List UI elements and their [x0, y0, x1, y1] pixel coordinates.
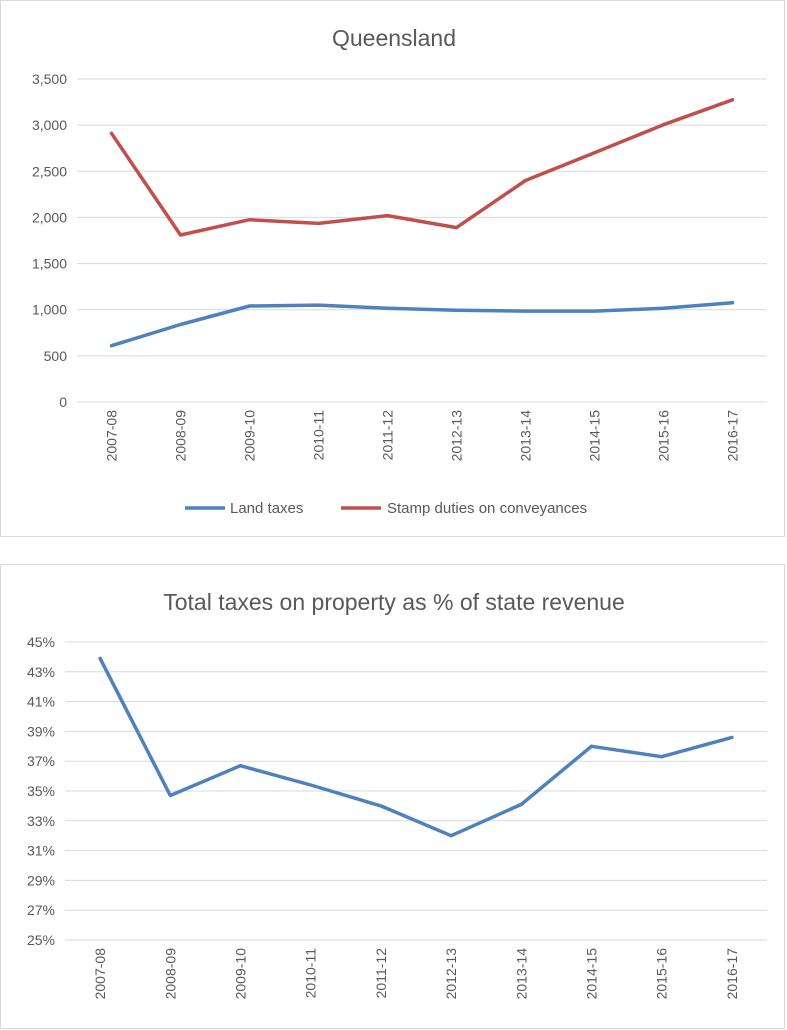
queensland-chart: Queensland 0 500 1,000 1,500 2,000 2,500 3,000…: [32, 25, 767, 517]
data-point: [248, 218, 251, 222]
data-point: [179, 233, 182, 237]
data-point: [662, 123, 665, 127]
y-tick-label: 3,000: [32, 117, 67, 133]
series-line-total-taxes-on-property: [98, 656, 734, 838]
data-point: [98, 656, 102, 660]
x-tick-label: 2013-14: [513, 948, 529, 1000]
x-tick-label: 2010-11: [303, 948, 319, 999]
x-tick-label: 2010-11: [311, 410, 327, 461]
x-tick-label: 2007-08: [92, 948, 108, 1000]
y-tick-label: 41%: [27, 694, 55, 710]
data-point: [524, 179, 527, 183]
data-point: [449, 834, 453, 838]
data-point: [593, 151, 596, 155]
chart-title: Queensland: [332, 25, 456, 51]
x-tick-label: 2016-17: [725, 410, 741, 462]
data-point: [386, 214, 389, 218]
queensland-chart-panel: Queensland 0 500 1,000 1,500 2,000 2,500 3,000…: [0, 0, 785, 537]
data-point: [731, 98, 734, 102]
data-point: [309, 783, 313, 787]
series-line-stamp-duties-on-conveyances: [109, 98, 735, 237]
data-point: [379, 804, 383, 808]
x-tick-label: 2015-16: [656, 410, 672, 462]
x-tick-label: 2012-13: [443, 948, 459, 1000]
legend-label-land-taxes: Land taxes: [230, 500, 303, 517]
y-tick-label: 45%: [27, 634, 55, 650]
x-tick-label: 2014-15: [587, 410, 603, 462]
property-tax-share-chart-panel: Total taxes on property as % of state re…: [0, 564, 785, 1029]
data-point: [730, 735, 734, 739]
x-tick-label: 2016-17: [724, 948, 740, 1000]
data-point: [662, 306, 665, 310]
y-tick-label: 27%: [27, 902, 55, 918]
data-point: [317, 303, 320, 307]
data-point: [110, 344, 113, 348]
x-tick-label: 2007-08: [104, 410, 120, 462]
y-tick-label: 39%: [27, 723, 55, 739]
data-point: [455, 226, 458, 230]
y-tick-label: 29%: [27, 872, 55, 888]
y-tick-label: 33%: [27, 813, 55, 829]
y-tick-label: 0: [59, 394, 67, 410]
y-tick-label: 25%: [27, 932, 55, 948]
y-tick-label: 37%: [27, 753, 55, 769]
y-tick-label: 35%: [27, 783, 55, 799]
x-tick-label: 2009-10: [233, 948, 249, 1000]
y-tick-label: 1,500: [32, 256, 67, 272]
data-point: [386, 306, 389, 310]
data-point: [590, 744, 593, 748]
y-tick-label: 31%: [27, 843, 55, 859]
data-point: [248, 304, 251, 308]
data-point: [519, 802, 523, 806]
data-point: [179, 322, 182, 326]
data-point: [731, 301, 734, 305]
x-tick-label: 2014-15: [584, 948, 600, 1000]
x-tick-label: 2011-12: [380, 410, 396, 461]
data-point: [239, 764, 242, 768]
data-point: [317, 221, 320, 225]
chart-title: Total taxes on property as % of state re…: [163, 589, 625, 615]
x-tick-label: 2013-14: [518, 410, 534, 462]
x-tick-label: 2008-09: [173, 410, 189, 462]
data-point: [524, 309, 527, 313]
property-tax-share-chart: Total taxes on property as % of state re…: [27, 589, 767, 1000]
y-tick-label: 1,000: [32, 302, 67, 318]
x-tick-label: 2012-13: [449, 410, 465, 462]
legend-label-stamp-duties: Stamp duties on conveyances: [387, 500, 587, 517]
data-point: [593, 309, 596, 313]
data-point: [455, 308, 458, 312]
x-tick-label: 2008-09: [162, 948, 178, 1000]
x-tick-label: 2009-10: [242, 410, 258, 462]
y-tick-label: 43%: [27, 664, 55, 680]
x-tick-label: 2011-12: [373, 948, 389, 999]
y-tick-label: 500: [44, 348, 68, 364]
data-point: [110, 131, 113, 135]
x-tick-label: 2015-16: [654, 948, 670, 1000]
y-tick-label: 2,000: [32, 209, 67, 225]
series-line-land-taxes: [109, 301, 735, 348]
data-point: [168, 793, 172, 797]
y-tick-label: 2,500: [32, 163, 67, 179]
y-tick-label: 3,500: [32, 71, 67, 87]
data-point: [660, 755, 664, 759]
